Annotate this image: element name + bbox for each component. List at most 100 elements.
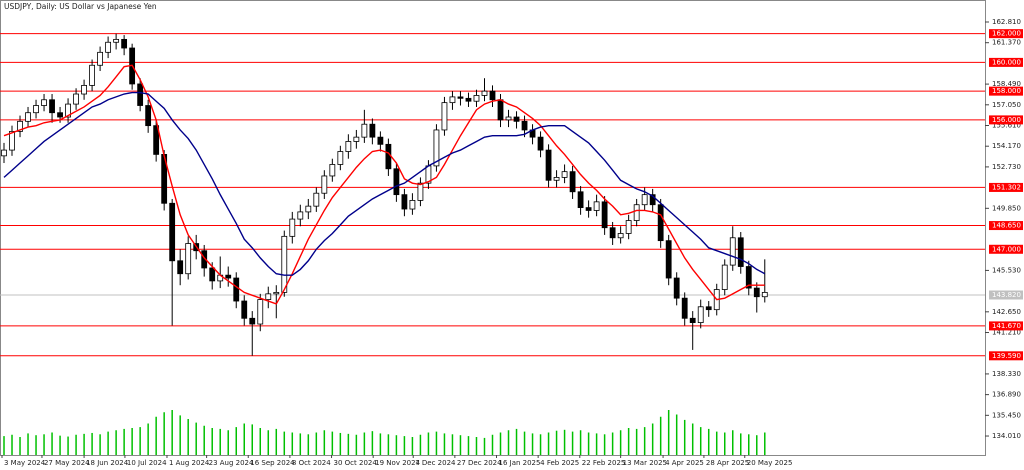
level-label: 141.670: [992, 322, 1021, 330]
candle-body: [449, 96, 456, 104]
level-label: 139.590: [992, 352, 1021, 360]
candle-body: [417, 182, 424, 201]
candle-body: [81, 84, 87, 95]
candle-body: [121, 38, 128, 49]
candle-body: [401, 194, 408, 210]
candle-body: [505, 116, 512, 121]
candle-body: [705, 306, 712, 311]
candle-body: [497, 99, 504, 121]
candle-body: [377, 136, 384, 145]
candle-body: [369, 123, 376, 138]
candle-body: [433, 129, 440, 167]
y-tick-label: 134.010: [992, 432, 1021, 440]
x-tick-label: 30 Oct 2024: [334, 459, 378, 467]
candle-body: [153, 125, 160, 155]
candle-body: [305, 205, 312, 213]
candle-body: [569, 171, 576, 193]
level-label: 162.000: [992, 30, 1021, 38]
candle-body: [585, 207, 592, 211]
candle-body: [65, 103, 71, 118]
level-label-box: [989, 182, 1023, 192]
candle-body: [745, 266, 752, 289]
candle-body: [657, 204, 664, 242]
y-tick-label: 152.730: [992, 163, 1021, 171]
candle-body: [201, 250, 208, 269]
candle-body: [441, 102, 448, 131]
x-tick-label: 4 Apr 2025: [665, 459, 704, 467]
level-label: 151.302: [992, 183, 1021, 191]
candle-body: [41, 99, 47, 106]
candle-body: [33, 105, 39, 114]
candle-body: [177, 260, 184, 275]
candle-body: [137, 83, 144, 106]
candle-body: [345, 141, 352, 152]
candle-body: [521, 120, 528, 131]
candle-body: [609, 227, 616, 239]
candle-body: [1, 149, 7, 157]
y-tick-label: 136.890: [992, 391, 1021, 399]
candle-body: [489, 90, 496, 101]
candle-body: [361, 123, 368, 138]
candle-body: [665, 240, 672, 279]
candle-body: [385, 143, 392, 170]
candle-body: [513, 116, 520, 122]
level-label-box: [989, 86, 1023, 96]
level-label-box: [989, 221, 1023, 231]
chart-title: USDJPY, Daily: US Dollar vs Japanese Yen: [4, 2, 157, 11]
candle-body: [729, 237, 736, 266]
level-label: 156.000: [992, 116, 1021, 124]
level-label-box: [989, 244, 1023, 254]
x-tick-label: 4 Feb 2025: [540, 459, 579, 467]
x-tick-label: 8 Oct 2024: [292, 459, 331, 467]
candle-body: [273, 292, 280, 295]
y-tick-label: 142.650: [992, 308, 1021, 316]
x-tick-label: 27 Dec 2024: [457, 459, 502, 467]
candle-body: [321, 175, 328, 194]
candle-body: [105, 41, 112, 53]
candle-body: [113, 38, 120, 43]
candle-body: [89, 64, 95, 86]
candle-body: [553, 176, 560, 181]
candle-body: [457, 96, 464, 99]
candle-body: [241, 300, 248, 319]
y-tick-label: 158.490: [992, 80, 1021, 88]
x-tick-label: 1 Aug 2024: [169, 459, 210, 467]
candle-body: [393, 168, 400, 196]
candle-body: [673, 277, 680, 299]
candle-body: [225, 274, 232, 279]
y-tick-label: 141.210: [992, 329, 1021, 337]
x-tick-label: 18 Jun 2024: [86, 459, 129, 467]
candle-body: [577, 191, 584, 208]
candle-body: [641, 194, 648, 206]
x-tick-label: 22 Feb 2025: [582, 459, 626, 467]
candle-body: [601, 201, 608, 229]
x-tick-label: 16 Jan 2025: [499, 459, 541, 467]
candle-body: [49, 99, 55, 114]
candle-body: [249, 317, 256, 325]
level-label: 148.650: [992, 222, 1021, 230]
candle-body: [185, 243, 192, 275]
candle-body: [73, 93, 79, 105]
candle-body: [9, 130, 15, 151]
level-label-box: [989, 29, 1023, 39]
y-tick-label: 138.330: [992, 370, 1021, 378]
candle-body: [561, 171, 568, 178]
candle-body: [617, 233, 624, 239]
candle-body: [17, 120, 23, 132]
level-label: 147.000: [992, 245, 1021, 253]
x-tick-label: 16 Sep 2024: [250, 459, 295, 467]
level-label-box: [989, 351, 1023, 361]
candle-body: [297, 211, 304, 220]
x-tick-label: 3 May 2024: [4, 459, 46, 467]
last-price-label: 143.820: [992, 291, 1021, 299]
candle-body: [737, 237, 744, 267]
candle-body: [537, 136, 544, 151]
plot-frame: [0, 0, 986, 456]
x-tick-label: 13 Mar 2025: [623, 459, 667, 467]
candle-body: [209, 267, 216, 282]
candle-body: [313, 192, 320, 207]
level-label-box: [989, 321, 1023, 331]
y-tick-label: 155.610: [992, 122, 1021, 130]
y-tick-label: 162.810: [992, 18, 1021, 26]
candle-body: [353, 136, 360, 142]
